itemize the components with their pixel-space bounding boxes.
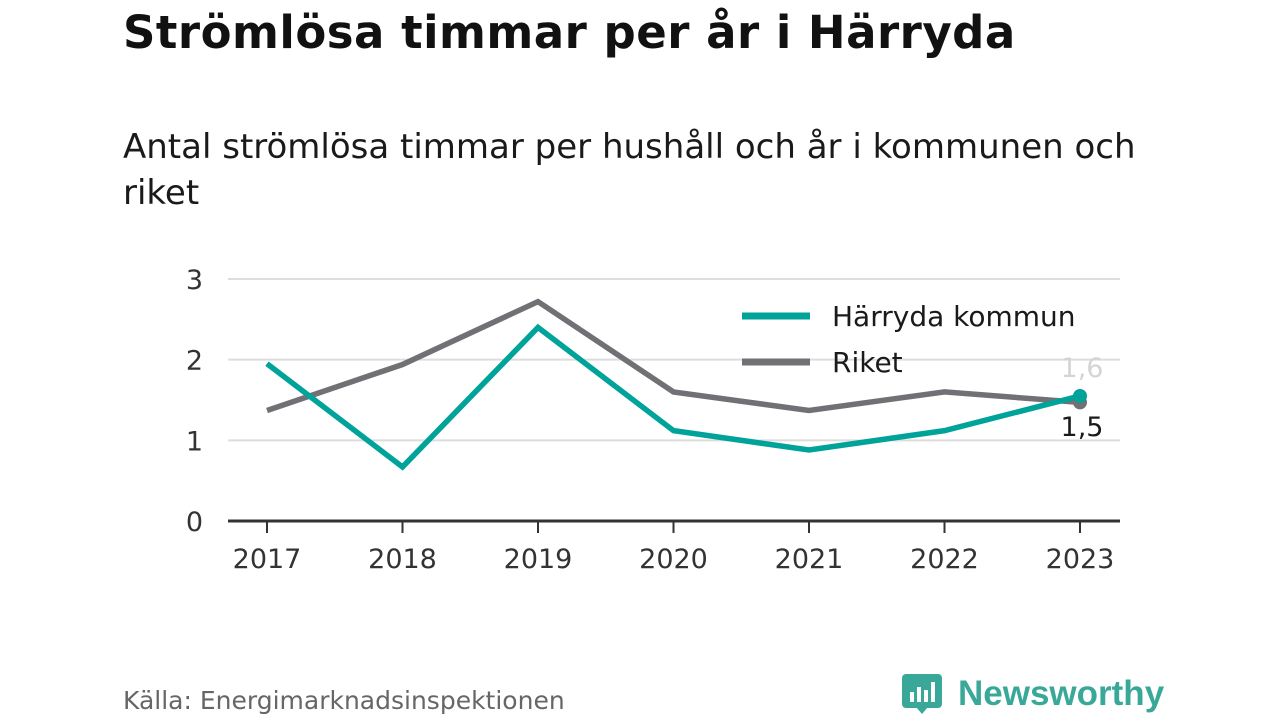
y-tick-label: 1 xyxy=(186,426,203,457)
legend-label: Härryda kommun xyxy=(832,300,1076,333)
series-lines xyxy=(265,298,1087,471)
series-end-point xyxy=(1073,388,1087,403)
legend: Härryda kommun Riket xyxy=(742,300,1076,379)
end-label: 1,6 xyxy=(1061,353,1104,384)
brand-name: Newsworthy xyxy=(958,674,1165,713)
bar-chart-speech-bubble-icon xyxy=(902,674,942,714)
series-line xyxy=(266,298,1081,414)
x-tick-label: 2021 xyxy=(775,544,844,575)
legend-label: Riket xyxy=(832,346,903,379)
x-tick-labels: 2017 2018 2019 2020 2021 2022 2023 xyxy=(233,521,1115,575)
chart-title: Strömlösa timmar per år i Härryda xyxy=(123,6,1016,59)
line-chart: 0 1 2 3 2017 2018 2019 2020 2021 2022 2023 Härryd… xyxy=(186,265,1120,575)
x-tick-label: 2018 xyxy=(368,544,437,575)
source-note: Källa: Energimarknadsinspektionen xyxy=(123,686,565,715)
x-tick-label: 2022 xyxy=(910,544,979,575)
x-tick-label: 2019 xyxy=(504,544,573,575)
y-tick-label: 3 xyxy=(186,265,203,296)
x-tick-label: 2017 xyxy=(233,544,302,575)
x-tick-label: 2020 xyxy=(639,544,708,575)
y-tick-label: 0 xyxy=(186,507,203,538)
end-label: 1,5 xyxy=(1061,412,1104,443)
y-tick-labels: 0 1 2 3 xyxy=(186,265,203,538)
end-labels: 1,6 1,5 xyxy=(1061,353,1104,443)
x-tick-label: 2023 xyxy=(1046,544,1115,575)
series-line xyxy=(265,323,1081,471)
brand-logo: Newsworthy xyxy=(902,672,1164,716)
y-tick-label: 2 xyxy=(186,346,203,377)
chart-subtitle: Antal strömlösa timmar per hushåll och å… xyxy=(123,127,1136,213)
